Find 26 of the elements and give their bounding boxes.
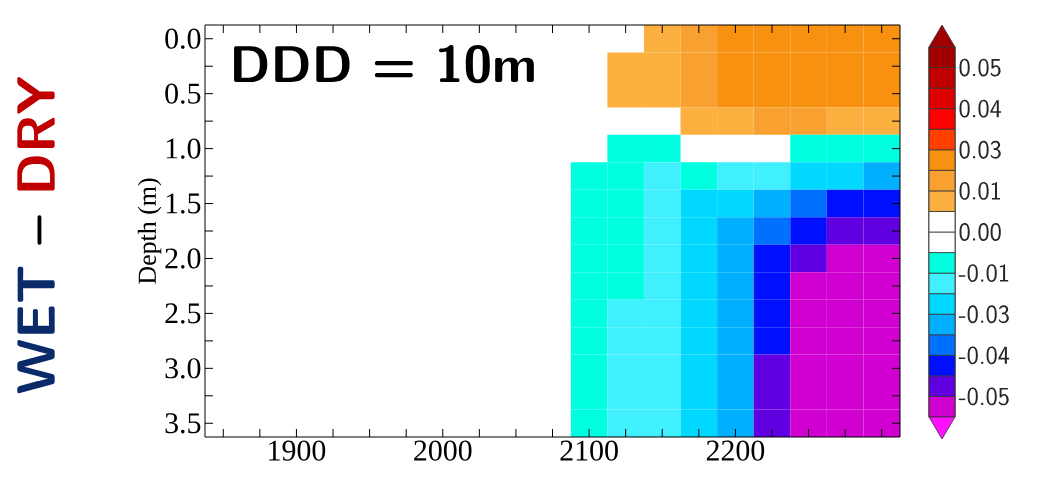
y-tick-label: 1.5	[166, 193, 201, 214]
annotation: DDD = 10m	[234, 45, 534, 84]
y-axis-title: Depth (m)	[137, 178, 162, 284]
color-bar-label: -0.03	[958, 305, 1009, 324]
text: DRY	[17, 76, 55, 191]
color-bar-label: 0.04	[959, 99, 1002, 118]
y-tick-label: 2.5	[165, 303, 201, 324]
color-bar-label: -0.04	[958, 346, 1010, 365]
color-bar-label: 0.00	[959, 223, 1001, 241]
y-tick-label: 2.0	[165, 248, 201, 269]
x-tick-label: 2200	[706, 440, 765, 461]
y-tick-label: 0.5	[165, 83, 201, 104]
color-bar-label: -0.05	[958, 387, 1009, 406]
color-bar-label: 0.01	[959, 181, 1001, 200]
color-bar-label: -0.01	[958, 264, 1009, 283]
y-tick-label: 1.0	[166, 138, 201, 159]
y-tick-label: 3.0	[165, 358, 201, 379]
text: –	[37, 215, 42, 245]
x-tick-label: 1900	[269, 440, 326, 461]
color-bar-label: 0.05	[959, 58, 1001, 77]
y-tick-label: 3.5	[165, 413, 201, 434]
x-tick-label: 2100	[560, 440, 618, 461]
x-tick-label: 2000	[414, 440, 472, 461]
text: WET	[17, 266, 55, 394]
color-bar-label: 0.03	[959, 140, 1001, 159]
y-tick-label: 0.0	[165, 28, 201, 49]
